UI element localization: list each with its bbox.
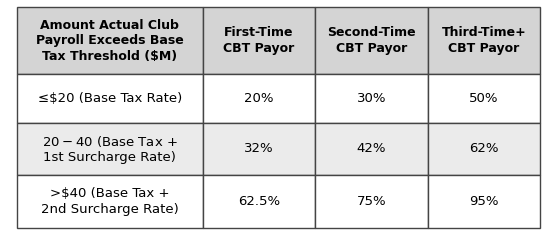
Bar [203, 175, 315, 228]
Text: 32%: 32% [244, 142, 273, 156]
Text: 30%: 30% [356, 92, 386, 105]
Bar [428, 175, 540, 228]
Text: Amount Actual Club
Payroll Exceeds Base
Tax Threshold ($M): Amount Actual Club Payroll Exceeds Base … [36, 19, 183, 63]
Text: 95%: 95% [469, 195, 499, 208]
Bar [203, 123, 315, 175]
Bar [203, 7, 315, 74]
Text: 50%: 50% [469, 92, 499, 105]
Bar [315, 175, 428, 228]
Text: Second-Time
CBT Payor: Second-Time CBT Payor [327, 27, 416, 55]
Bar [428, 7, 540, 74]
Text: Third-Time+
CBT Payor: Third-Time+ CBT Payor [442, 27, 526, 55]
Bar [17, 7, 203, 74]
Bar [315, 123, 428, 175]
Text: 75%: 75% [356, 195, 386, 208]
Text: >$40 (Base Tax +
2nd Surcharge Rate): >$40 (Base Tax + 2nd Surcharge Rate) [41, 187, 179, 216]
Bar [428, 123, 540, 175]
Bar [315, 74, 428, 123]
Bar [315, 7, 428, 74]
Text: $20-$40 (Base Tax +
1st Surcharge Rate): $20-$40 (Base Tax + 1st Surcharge Rate) [42, 134, 178, 164]
Text: 62.5%: 62.5% [238, 195, 280, 208]
Bar [17, 175, 203, 228]
Bar [17, 74, 203, 123]
Text: ≤$20 (Base Tax Rate): ≤$20 (Base Tax Rate) [37, 92, 182, 105]
Bar [428, 74, 540, 123]
Text: 20%: 20% [244, 92, 273, 105]
Text: First-Time
CBT Payor: First-Time CBT Payor [223, 27, 295, 55]
Text: 62%: 62% [469, 142, 499, 156]
Bar [17, 123, 203, 175]
Text: 42%: 42% [356, 142, 386, 156]
Bar [203, 74, 315, 123]
